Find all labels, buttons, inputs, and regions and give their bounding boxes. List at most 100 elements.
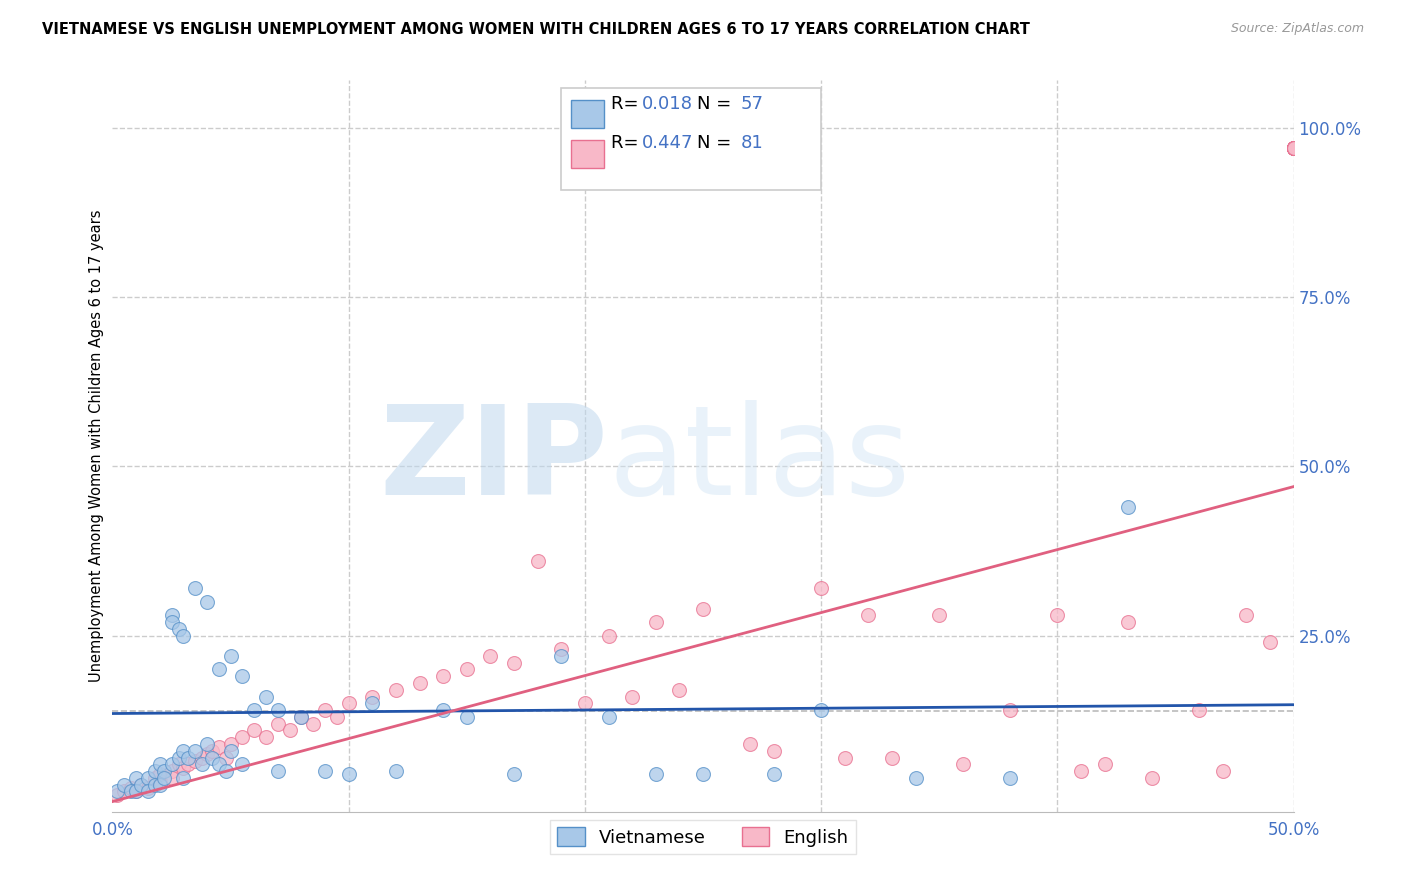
Point <box>219 737 242 751</box>
Point <box>160 764 183 778</box>
Text: N =: N = <box>697 95 731 112</box>
FancyBboxPatch shape <box>571 140 603 168</box>
Point <box>290 710 312 724</box>
Point <box>219 744 242 758</box>
Point <box>598 710 620 724</box>
Point <box>432 669 454 683</box>
Point <box>153 764 176 778</box>
Point <box>143 778 166 792</box>
Point <box>120 780 142 795</box>
Point <box>136 780 159 795</box>
Point <box>668 682 690 697</box>
Point <box>1282 141 1305 155</box>
FancyBboxPatch shape <box>561 87 821 190</box>
Point <box>195 595 218 609</box>
Point <box>254 690 277 704</box>
Point <box>172 629 194 643</box>
Point <box>267 716 290 731</box>
Text: R=: R= <box>610 95 644 112</box>
Point <box>337 767 360 781</box>
Legend: Vietnamese, English: Vietnamese, English <box>550 820 856 854</box>
Point <box>160 757 183 772</box>
Point <box>1282 141 1305 155</box>
Point <box>834 750 856 764</box>
Point <box>136 784 159 798</box>
Point <box>810 581 832 595</box>
Point <box>692 767 714 781</box>
Point <box>952 757 974 772</box>
Point <box>125 784 148 798</box>
Point <box>160 608 183 623</box>
Point <box>1234 608 1257 623</box>
Point <box>550 648 572 663</box>
Point <box>644 615 666 629</box>
Point <box>215 750 238 764</box>
Point <box>1282 141 1305 155</box>
Point <box>149 767 172 781</box>
Point <box>120 784 142 798</box>
Point <box>208 740 231 755</box>
Point <box>278 723 301 738</box>
Point <box>243 723 266 738</box>
Point <box>1282 141 1305 155</box>
Point <box>184 581 207 595</box>
Point <box>167 622 190 636</box>
Point <box>215 764 238 778</box>
Point <box>998 771 1021 785</box>
Text: 57: 57 <box>741 95 763 112</box>
Point <box>219 648 242 663</box>
Point <box>762 767 785 781</box>
Point <box>191 750 214 764</box>
Point <box>105 784 128 798</box>
Point <box>112 778 135 792</box>
Point <box>129 778 152 792</box>
Point <box>1282 141 1305 155</box>
Point <box>408 676 430 690</box>
Point <box>177 750 200 764</box>
Point <box>1094 757 1116 772</box>
Point <box>125 771 148 785</box>
Point <box>432 703 454 717</box>
Point <box>904 771 927 785</box>
Text: N =: N = <box>697 134 731 153</box>
Point <box>1140 771 1163 785</box>
Point <box>112 784 135 798</box>
Point <box>1212 764 1234 778</box>
Point <box>1282 141 1305 155</box>
Point <box>550 642 572 657</box>
Point <box>644 767 666 781</box>
Point <box>1282 141 1305 155</box>
Point <box>195 737 218 751</box>
Point <box>810 703 832 717</box>
Point <box>231 730 253 744</box>
Point <box>998 703 1021 717</box>
Point <box>1282 141 1305 155</box>
Point <box>1046 608 1069 623</box>
Point <box>1282 141 1305 155</box>
Point <box>621 690 644 704</box>
Point <box>208 757 231 772</box>
Point <box>928 608 950 623</box>
Point <box>160 771 183 785</box>
Point <box>172 771 194 785</box>
Point <box>201 750 224 764</box>
Point <box>361 690 384 704</box>
Point <box>184 754 207 768</box>
Point <box>1116 500 1139 514</box>
Point <box>1282 141 1305 155</box>
Point <box>149 757 172 772</box>
Point <box>1070 764 1092 778</box>
Point <box>153 771 176 785</box>
Text: R=: R= <box>610 134 644 153</box>
Point <box>1116 615 1139 629</box>
Point <box>456 663 478 677</box>
Point <box>1188 703 1211 717</box>
Point <box>503 656 526 670</box>
Text: atlas: atlas <box>609 401 911 521</box>
Point <box>1282 141 1305 155</box>
Point <box>129 778 152 792</box>
Point <box>231 757 253 772</box>
Point <box>762 744 785 758</box>
Text: 0.018: 0.018 <box>641 95 693 112</box>
Point <box>195 747 218 761</box>
